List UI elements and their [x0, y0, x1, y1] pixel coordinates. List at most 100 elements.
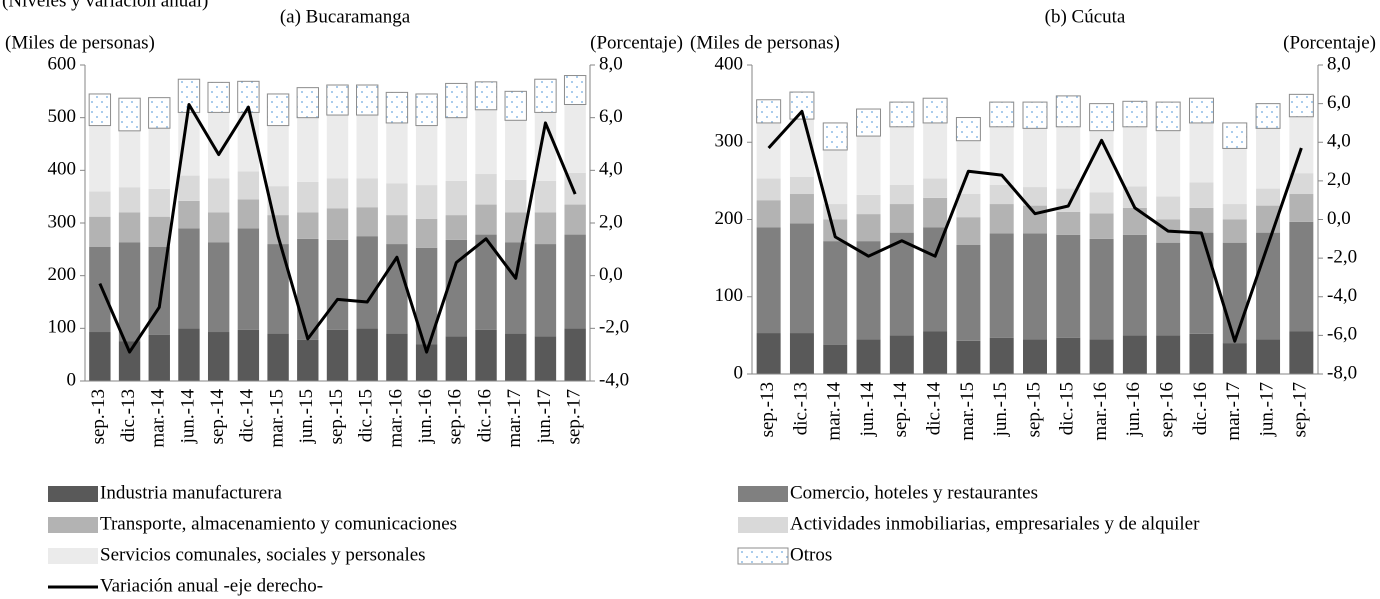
bar-segment	[237, 171, 260, 200]
bar-segment	[856, 194, 881, 215]
bar-segment	[445, 215, 468, 240]
bar-segment	[267, 125, 289, 187]
bar-segment	[1288, 93, 1314, 118]
bar-segment	[505, 242, 527, 334]
bar-segment	[956, 244, 981, 341]
bar-segment	[856, 214, 881, 242]
bar-segment	[989, 101, 1015, 128]
bar-segment	[118, 341, 141, 381]
bar-segment	[207, 81, 230, 113]
bar-segment	[856, 339, 881, 374]
bar-segment	[415, 218, 438, 248]
bar-segment	[923, 197, 948, 228]
bar-segment	[386, 183, 408, 216]
bar-segment	[356, 115, 378, 179]
y2-tick-label: 4,0	[599, 159, 623, 180]
x-tick-label: jun.-14	[857, 382, 878, 438]
bar-segment	[923, 122, 948, 179]
x-tick-label: mar.-15	[266, 389, 287, 448]
bar-segment	[1188, 97, 1214, 124]
bar-segment	[118, 130, 141, 188]
bar-segment	[856, 241, 881, 340]
x-tick-label: mar.-17	[1223, 382, 1244, 441]
x-tick-label: mar.-14	[148, 389, 169, 448]
legend-label: Otros	[790, 544, 832, 565]
bar-segment	[1222, 219, 1247, 243]
bar-segment	[207, 178, 230, 213]
bar-segment	[1289, 173, 1314, 195]
bar-segment	[297, 238, 319, 340]
y2-tick-label: 0,0	[1327, 208, 1351, 229]
x-tick-label: sep.-15	[326, 389, 347, 444]
bar-segment	[148, 216, 170, 247]
bar-segment	[1056, 337, 1081, 374]
bar-segment	[756, 122, 781, 179]
bar-segment	[889, 232, 914, 336]
x-tick-label: sep.-16	[1157, 382, 1178, 437]
bar-segment	[475, 234, 497, 330]
bar-segment	[88, 93, 112, 127]
bar-segment	[237, 228, 260, 330]
x-tick-label: sep.-16	[445, 389, 466, 444]
bar-segment	[178, 328, 200, 381]
bar-segment	[297, 339, 319, 381]
bar-segment	[505, 179, 527, 213]
y2-tick-label: 6,0	[599, 106, 623, 127]
bar-segment	[1189, 333, 1214, 374]
bar-segment	[1189, 232, 1214, 334]
bar-segment	[823, 344, 848, 374]
bar-segment	[1222, 242, 1247, 344]
y2-axis-label: (Porcentaje)	[1283, 32, 1376, 53]
bar-segment	[297, 117, 319, 182]
bar-segment	[415, 247, 438, 345]
bar-segment	[789, 223, 814, 334]
legend-swatch	[48, 517, 98, 533]
bar-segment	[207, 212, 230, 243]
legend-label: Industria manufacturera	[100, 482, 283, 503]
bar-segment	[1023, 128, 1047, 188]
bar-segment	[266, 93, 290, 127]
bar-segment	[923, 331, 948, 374]
bar-segment	[267, 333, 289, 381]
x-tick-label: dic.-15	[1057, 382, 1078, 435]
x-tick-label: sep.-17	[564, 389, 585, 444]
y2-tick-label: -2,0	[599, 317, 629, 338]
x-tick-label: dic.-16	[1190, 382, 1211, 435]
y-axis-label: (Miles de personas)	[690, 32, 840, 53]
y-tick-label: 0	[734, 362, 744, 383]
x-tick-label: sep.-15	[1023, 382, 1044, 437]
x-tick-label: jun.-15	[296, 389, 317, 444]
legend-label: Variación anual -eje derecho-	[100, 575, 323, 596]
bar-segment	[534, 244, 557, 337]
bar-segment	[889, 204, 914, 233]
bar-segment	[386, 215, 408, 245]
bar-segment	[415, 125, 438, 186]
y-tick-label: 500	[48, 106, 77, 127]
y2-tick-label: -4,0	[599, 369, 629, 390]
bar-segment	[89, 332, 111, 381]
x-tick-label: jun.-16	[415, 389, 436, 444]
legend-label: Comercio, hoteles y restaurantes	[790, 482, 1038, 503]
chart-title: (b) Cúcuta	[1045, 6, 1126, 27]
bar-segment	[326, 84, 349, 116]
bar-segment	[1156, 242, 1181, 336]
bar-segment	[1189, 207, 1214, 233]
bar-segment	[989, 337, 1014, 374]
bar-segment	[889, 126, 914, 185]
bar-segment	[956, 194, 981, 218]
legend-swatch	[48, 548, 98, 564]
bar-segment	[823, 149, 848, 205]
bar-segment	[326, 239, 349, 330]
legend-label: Servicios comunales, sociales y personal…	[100, 544, 426, 565]
bar-segment	[1089, 213, 1114, 239]
x-tick-label: jun.-17	[534, 389, 555, 444]
bar-segment	[1023, 187, 1047, 206]
bar-segment	[856, 108, 882, 137]
y-axis-label: (Miles de personas)	[5, 32, 155, 53]
bar-segment	[89, 216, 111, 247]
bar-segment	[989, 126, 1014, 185]
y-tick-label: 300	[715, 131, 744, 152]
bar-segment	[1022, 101, 1048, 129]
bar-segment	[326, 178, 349, 209]
bar-segment	[1289, 194, 1314, 222]
